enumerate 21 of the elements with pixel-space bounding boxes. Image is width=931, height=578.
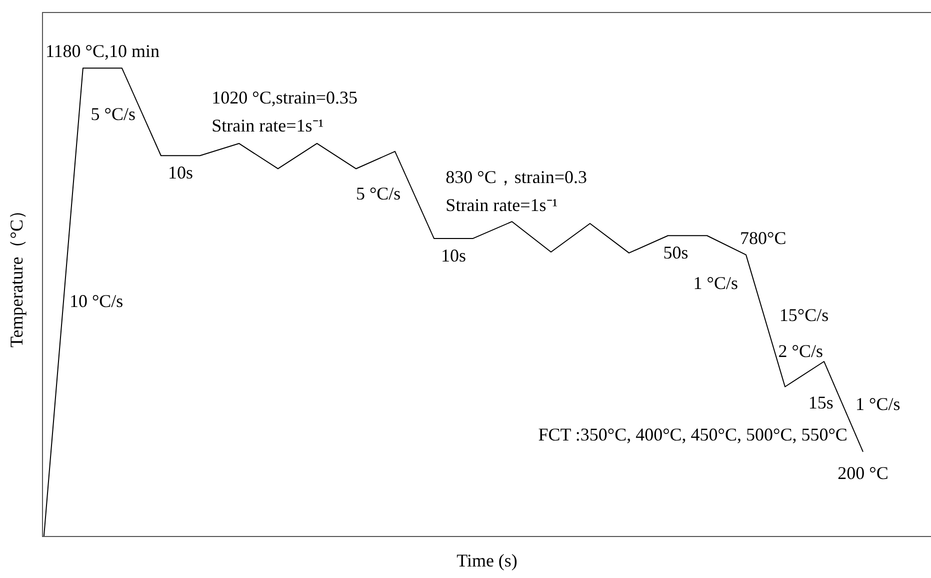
annotation: 1 °C/s	[693, 273, 738, 293]
text: 1180 °C,10 min	[45, 41, 160, 62]
annotation: 10s	[168, 162, 193, 183]
annotation: 50s	[663, 242, 688, 263]
annotation: 10 °C/s	[69, 291, 124, 312]
annotation: 830 °C，strain=0.3	[446, 167, 588, 188]
annotation: Strain rate=1s⁻¹	[446, 195, 558, 216]
annotation: 1020 °C,strain=0.35	[212, 88, 358, 108]
annotation: FCT :350°C, 400°C, 450°C, 500°C, 550°C	[538, 424, 848, 444]
annotation: Strain rate=1s⁻¹	[212, 116, 324, 136]
annotation: 5 °C/s	[90, 104, 136, 124]
annotation: 15°C/s	[779, 305, 829, 326]
y-axis-title: Temperature（°C）	[6, 202, 26, 348]
annotation: 15s	[808, 392, 834, 413]
annotation: 1 °C/s	[856, 394, 900, 414]
annotation: 200 °C	[838, 462, 888, 483]
annotation: 2 °C/s	[778, 341, 823, 362]
x-axis-title: Time (s)	[456, 550, 518, 570]
annotation: 5 °C/s	[356, 183, 401, 204]
annotation: 780°C	[740, 228, 786, 248]
annotation: 10s	[440, 245, 466, 266]
